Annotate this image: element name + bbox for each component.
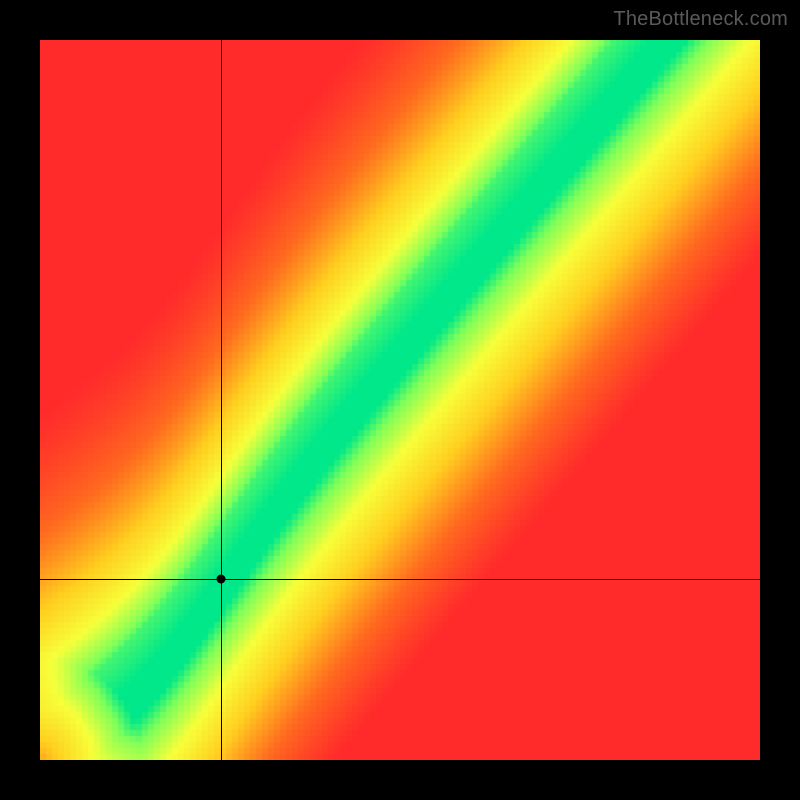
heatmap-canvas [40,40,760,760]
watermark-text: TheBottleneck.com [613,8,788,31]
crosshair-horizontal-line [40,579,760,580]
crosshair-marker-dot [217,574,226,583]
crosshair-vertical-line [221,40,222,760]
chart-container: { "watermark": { "text": "TheBottleneck.… [0,0,800,800]
